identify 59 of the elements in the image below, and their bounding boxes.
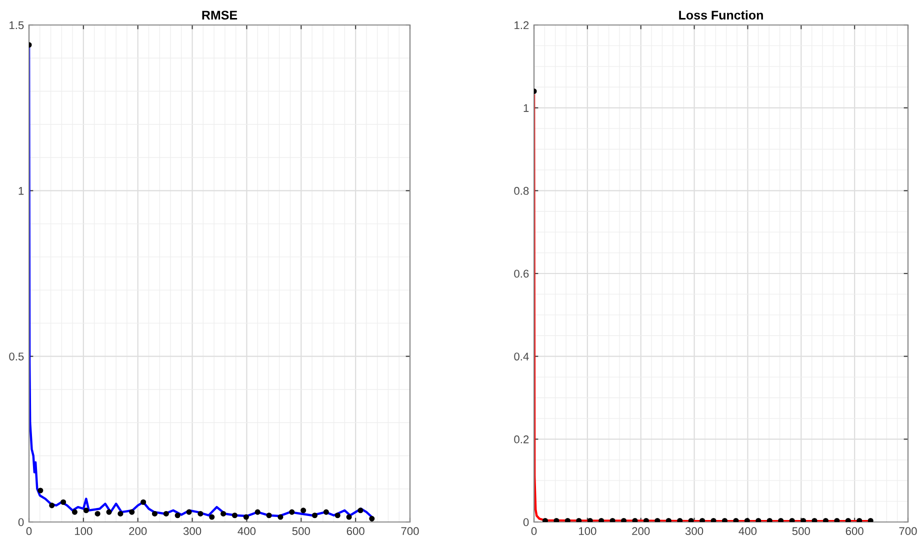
chart-title: RMSE bbox=[202, 10, 238, 20]
y-tick-label: 1 bbox=[524, 104, 529, 112]
y-tick-label: 1 bbox=[18, 187, 24, 195]
y-tick-label: 0 bbox=[18, 518, 24, 526]
y-tick-label: 0.4 bbox=[514, 352, 529, 360]
point bbox=[289, 509, 295, 515]
x-tick-label: 500 bbox=[292, 527, 310, 536]
x-tick-label: 0 bbox=[531, 527, 537, 536]
point bbox=[49, 502, 55, 508]
point bbox=[323, 509, 329, 515]
point bbox=[163, 510, 169, 516]
y-tick-label: 1.2 bbox=[514, 21, 529, 30]
point bbox=[83, 508, 89, 514]
x-tick-label: 400 bbox=[738, 527, 757, 536]
point bbox=[220, 510, 226, 516]
point bbox=[358, 508, 364, 514]
x-tick-label: 100 bbox=[75, 527, 92, 536]
point bbox=[369, 516, 375, 522]
x-tick-label: 500 bbox=[792, 527, 810, 536]
point bbox=[278, 514, 284, 520]
point bbox=[243, 514, 249, 520]
point bbox=[140, 499, 146, 505]
x-tick-label: 100 bbox=[579, 527, 596, 536]
point bbox=[266, 512, 272, 518]
point bbox=[106, 509, 112, 515]
x-tick-label: 600 bbox=[846, 527, 864, 536]
point bbox=[209, 514, 215, 520]
point bbox=[300, 508, 306, 514]
point bbox=[312, 512, 318, 518]
point bbox=[174, 512, 180, 518]
point bbox=[94, 510, 100, 516]
point bbox=[129, 509, 135, 515]
point bbox=[152, 510, 158, 516]
x-tick-label: 0 bbox=[26, 527, 32, 536]
y-tick-label: 0.8 bbox=[514, 186, 529, 195]
x-tick-label: 200 bbox=[632, 527, 650, 536]
point bbox=[118, 510, 124, 516]
point bbox=[72, 509, 78, 515]
point bbox=[346, 514, 352, 520]
point bbox=[38, 488, 44, 494]
point bbox=[198, 510, 204, 516]
x-tick-label: 700 bbox=[899, 527, 917, 536]
x-tick-label: 400 bbox=[238, 527, 256, 536]
x-tick-label: 700 bbox=[401, 527, 419, 536]
x-tick-label: 200 bbox=[129, 527, 147, 536]
x-tick-label: 300 bbox=[685, 527, 704, 536]
y-tick-label: 0 bbox=[523, 518, 529, 526]
y-tick-label: 1.5 bbox=[10, 21, 24, 30]
x-tick-label: 600 bbox=[346, 527, 364, 536]
point bbox=[334, 512, 340, 518]
y-tick-label: 0.6 bbox=[514, 270, 529, 278]
y-tick-label: 0.2 bbox=[514, 435, 529, 444]
chart-title: Loss Function bbox=[679, 10, 763, 20]
x-tick-label: 300 bbox=[183, 527, 202, 536]
point bbox=[186, 509, 192, 515]
point bbox=[60, 499, 66, 505]
point bbox=[232, 512, 238, 518]
y-tick-label: 0.5 bbox=[9, 352, 24, 360]
point bbox=[254, 509, 260, 515]
